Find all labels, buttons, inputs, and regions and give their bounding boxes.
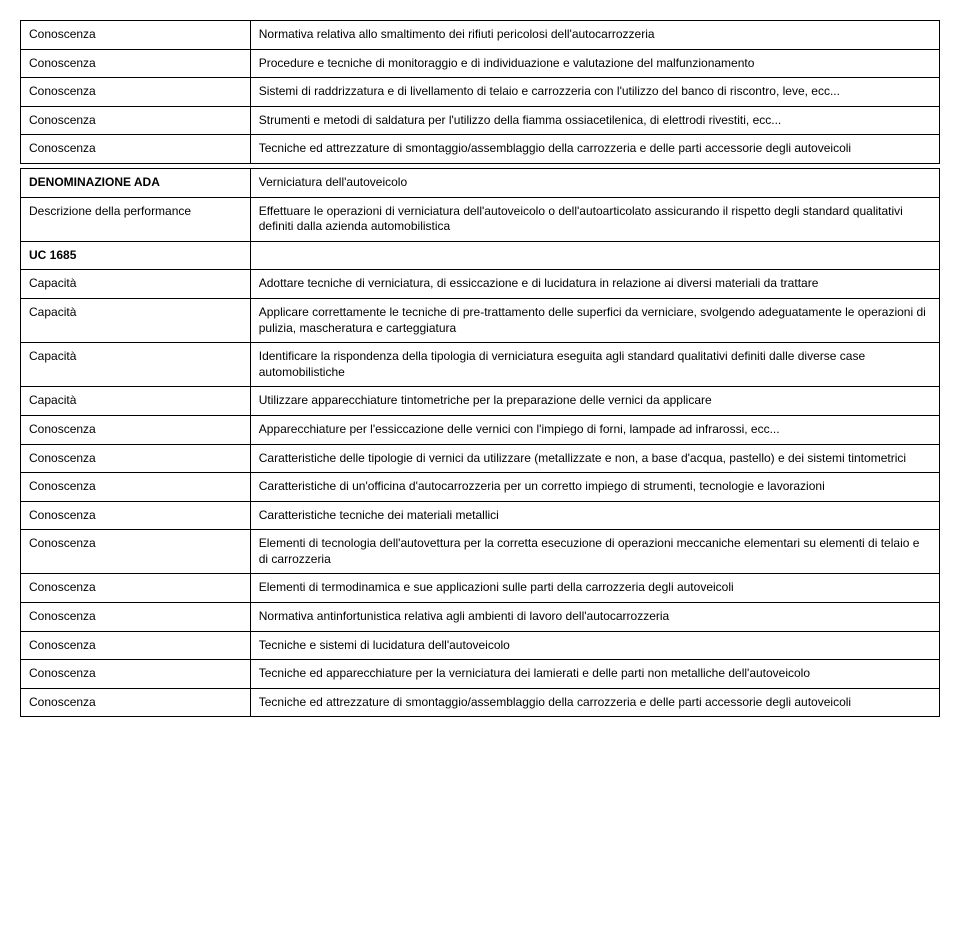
table-row: CapacitàIdentificare la rispondenza dell…	[21, 343, 940, 387]
table-row: ConoscenzaNormativa relativa allo smalti…	[21, 21, 940, 50]
row-label: Conoscenza	[21, 660, 251, 689]
row-text: Tecniche ed attrezzature di smontaggio/a…	[250, 688, 939, 717]
row-label: Conoscenza	[21, 135, 251, 164]
row-label: Conoscenza	[21, 49, 251, 78]
row-text: Normativa relativa allo smaltimento dei …	[250, 21, 939, 50]
row-text: Normativa antinfortunistica relativa agl…	[250, 603, 939, 632]
table-row: CapacitàAdottare tecniche di verniciatur…	[21, 270, 940, 299]
row-label: Capacità	[21, 270, 251, 299]
row-text: Elementi di tecnologia dell'autovettura …	[250, 530, 939, 574]
table-row: ConoscenzaTecniche ed attrezzature di sm…	[21, 688, 940, 717]
table-row: ConoscenzaElementi di termodinamica e su…	[21, 574, 940, 603]
row-label: Capacità	[21, 298, 251, 342]
row-label: Conoscenza	[21, 415, 251, 444]
row-label: Conoscenza	[21, 603, 251, 632]
table-row: ConoscenzaCaratteristiche delle tipologi…	[21, 444, 940, 473]
row-text: Procedure e tecniche di monitoraggio e d…	[250, 49, 939, 78]
row-label: Conoscenza	[21, 444, 251, 473]
table-row: ConoscenzaCaratteristiche tecniche dei m…	[21, 501, 940, 530]
table-row: ConoscenzaCaratteristiche di un'officina…	[21, 473, 940, 502]
table-row: ConoscenzaElementi di tecnologia dell'au…	[21, 530, 940, 574]
row-label: Conoscenza	[21, 688, 251, 717]
table-row: ConoscenzaApparecchiature per l'essiccaz…	[21, 415, 940, 444]
row-text: Strumenti e metodi di saldatura per l'ut…	[250, 106, 939, 135]
row-label: Conoscenza	[21, 574, 251, 603]
row-text: Sistemi di raddrizzatura e di livellamen…	[250, 78, 939, 107]
table-row: CapacitàApplicare correttamente le tecni…	[21, 298, 940, 342]
row-label: Conoscenza	[21, 78, 251, 107]
row-text: Utilizzare apparecchiature tintometriche…	[250, 387, 939, 416]
table-row: ConoscenzaStrumenti e metodi di saldatur…	[21, 106, 940, 135]
uc-code: UC 1685	[21, 241, 251, 270]
row-text: Caratteristiche di un'officina d'autocar…	[250, 473, 939, 502]
table-row: ConoscenzaTecniche ed apparecchiature pe…	[21, 660, 940, 689]
row-text: Identificare la rispondenza della tipolo…	[250, 343, 939, 387]
row-label: Conoscenza	[21, 631, 251, 660]
row-text: Elementi di termodinamica e sue applicaz…	[250, 574, 939, 603]
row-label: Capacità	[21, 387, 251, 416]
row-text: Tecniche ed apparecchiature per la verni…	[250, 660, 939, 689]
row-text: Tecniche ed attrezzature di smontaggio/a…	[250, 135, 939, 164]
denominazione-ada-label: DENOMINAZIONE ADA	[21, 168, 251, 197]
row-text: Adottare tecniche di verniciatura, di es…	[250, 270, 939, 299]
descrizione-performance-label: Descrizione della performance	[21, 197, 251, 241]
row-text: Tecniche e sistemi di lucidatura dell'au…	[250, 631, 939, 660]
row-label: Conoscenza	[21, 106, 251, 135]
row-text: Caratteristiche delle tipologie di verni…	[250, 444, 939, 473]
table-row: ConoscenzaTecniche e sistemi di lucidatu…	[21, 631, 940, 660]
row-text: Applicare correttamente le tecniche di p…	[250, 298, 939, 342]
table-row: ConoscenzaSistemi di raddrizzatura e di …	[21, 78, 940, 107]
row-label: Conoscenza	[21, 501, 251, 530]
row-text: Caratteristiche tecniche dei materiali m…	[250, 501, 939, 530]
document-table: ConoscenzaNormativa relativa allo smalti…	[20, 20, 940, 717]
table-row: UC 1685	[21, 241, 940, 270]
table-row: CapacitàUtilizzare apparecchiature tinto…	[21, 387, 940, 416]
row-label: Conoscenza	[21, 21, 251, 50]
row-label: Conoscenza	[21, 473, 251, 502]
row-text: Apparecchiature per l'essiccazione delle…	[250, 415, 939, 444]
table-row: ConoscenzaTecniche ed attrezzature di sm…	[21, 135, 940, 164]
table-row: DENOMINAZIONE ADAVerniciatura dell'autov…	[21, 168, 940, 197]
table-row: Descrizione della performanceEffettuare …	[21, 197, 940, 241]
row-label: Conoscenza	[21, 530, 251, 574]
table-row: ConoscenzaNormativa antinfortunistica re…	[21, 603, 940, 632]
table-row: ConoscenzaProcedure e tecniche di monito…	[21, 49, 940, 78]
row-label: Capacità	[21, 343, 251, 387]
descrizione-performance-value: Effettuare le operazioni di verniciatura…	[250, 197, 939, 241]
row-empty	[250, 241, 939, 270]
denominazione-ada-value: Verniciatura dell'autoveicolo	[250, 168, 939, 197]
